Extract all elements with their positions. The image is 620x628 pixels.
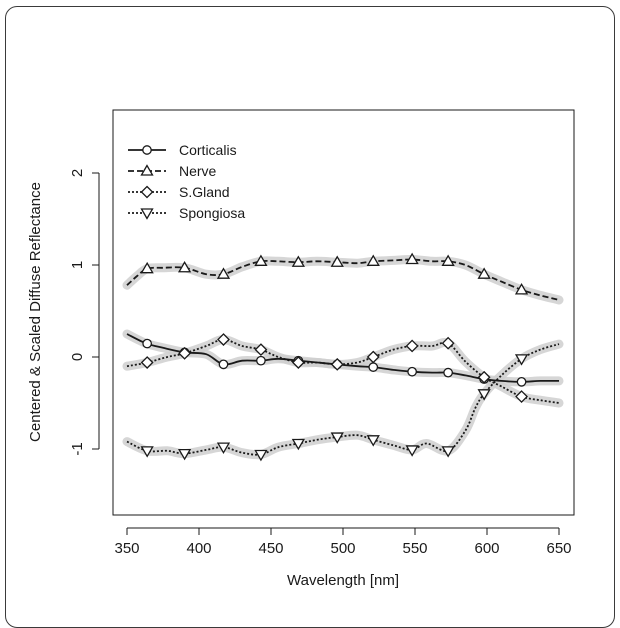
marker-spongiosa-2: [216, 442, 231, 454]
x-axis: 350 400 450 500 550 600 650: [114, 527, 572, 557]
marker-corticalis-10: [516, 376, 527, 387]
marker-spongiosa-7: [405, 445, 419, 457]
y-axis-label: Centered & Scaled Diffuse Reflectance: [27, 182, 44, 442]
marker-s-gland-10: [515, 390, 528, 403]
marker-s-gland-1: [178, 346, 192, 360]
legend-label-spongiosa: Spongiosa: [179, 205, 245, 221]
x-axis-label: Wavelength [nm]: [287, 572, 399, 589]
marker-s-gland-5: [330, 357, 344, 371]
x-tick-label: 500: [330, 540, 355, 557]
x-tick-label: 450: [258, 540, 283, 557]
marker-spongiosa-8: [441, 446, 455, 458]
legend-marker-spongiosa: [140, 208, 154, 220]
marker-s-gland-7: [405, 339, 419, 353]
marker-corticalis-0: [142, 338, 153, 349]
marker-nerve-5: [330, 255, 344, 267]
marker-nerve-10: [514, 283, 529, 295]
legend-label-nerve: Nerve: [179, 163, 217, 179]
marker-spongiosa-1: [177, 448, 192, 461]
plot-area-border: [112, 109, 575, 516]
y-axis: -1 0 1 2: [69, 169, 100, 456]
marker-nerve-2: [216, 267, 231, 279]
marker-nerve-8: [441, 254, 455, 266]
marker-spongiosa-6: [366, 435, 380, 447]
line-chart: 350 400 450 500 550 600 650 -1 0 1 2 Corticalis Ne…: [27, 109, 575, 589]
marker-s-gland-8: [441, 336, 455, 350]
marker-corticalis-8: [443, 367, 453, 378]
marker-spongiosa-10: [514, 354, 529, 366]
legend: Corticalis Nerve S.Gland Spongiosa: [128, 142, 245, 221]
legend-marker-s-gland: [140, 185, 154, 199]
marker-spongiosa-5: [330, 432, 344, 444]
band-s-gland: [122, 335, 564, 408]
marker-spongiosa-3: [254, 449, 268, 462]
y-tick-label: 2: [69, 169, 86, 177]
series-line-corticalis: [126, 333, 560, 383]
marker-corticalis-7: [407, 366, 417, 377]
marker-spongiosa-4: [291, 438, 305, 451]
legend-marker-corticalis: [142, 145, 152, 155]
marker-nerve-1: [177, 260, 192, 273]
x-tick-label: 400: [186, 540, 211, 557]
legend-label-s-gland: S.Gland: [179, 184, 230, 200]
y-tick-label: 0: [69, 353, 86, 361]
x-tick-label: 550: [402, 540, 427, 557]
series-line-s-gland: [126, 338, 560, 404]
y-tick-label: -1: [69, 442, 86, 455]
marker-s-gland-4: [291, 356, 305, 369]
x-tick-label: 600: [474, 540, 499, 557]
marker-nerve-7: [405, 252, 419, 265]
x-tick-label: 350: [114, 540, 139, 557]
marker-s-gland-0: [140, 356, 154, 369]
x-tick-label: 650: [546, 540, 571, 557]
marker-nerve-6: [366, 254, 380, 266]
marker-nerve-3: [254, 254, 268, 266]
marker-nerve-0: [140, 261, 154, 274]
marker-spongiosa-9: [477, 389, 491, 401]
marker-spongiosa-0: [140, 446, 154, 458]
y-tick-label: 1: [69, 261, 86, 269]
band-corticalis: [122, 329, 564, 387]
series-markers: [140, 252, 529, 462]
marker-corticalis-6: [368, 362, 379, 372]
marker-nerve-9: [477, 267, 491, 279]
marker-s-gland-2: [217, 333, 230, 346]
legend-marker-nerve: [140, 164, 154, 176]
marker-s-gland-6: [366, 350, 380, 364]
marker-corticalis-2: [218, 359, 229, 370]
legend-label-corticalis: Corticalis: [179, 142, 237, 158]
marker-s-gland-3: [254, 343, 268, 357]
marker-nerve-4: [291, 255, 305, 267]
marker-corticalis-3: [256, 355, 266, 366]
marker-s-gland-9: [477, 370, 491, 384]
confidence-bands: [122, 254, 564, 460]
